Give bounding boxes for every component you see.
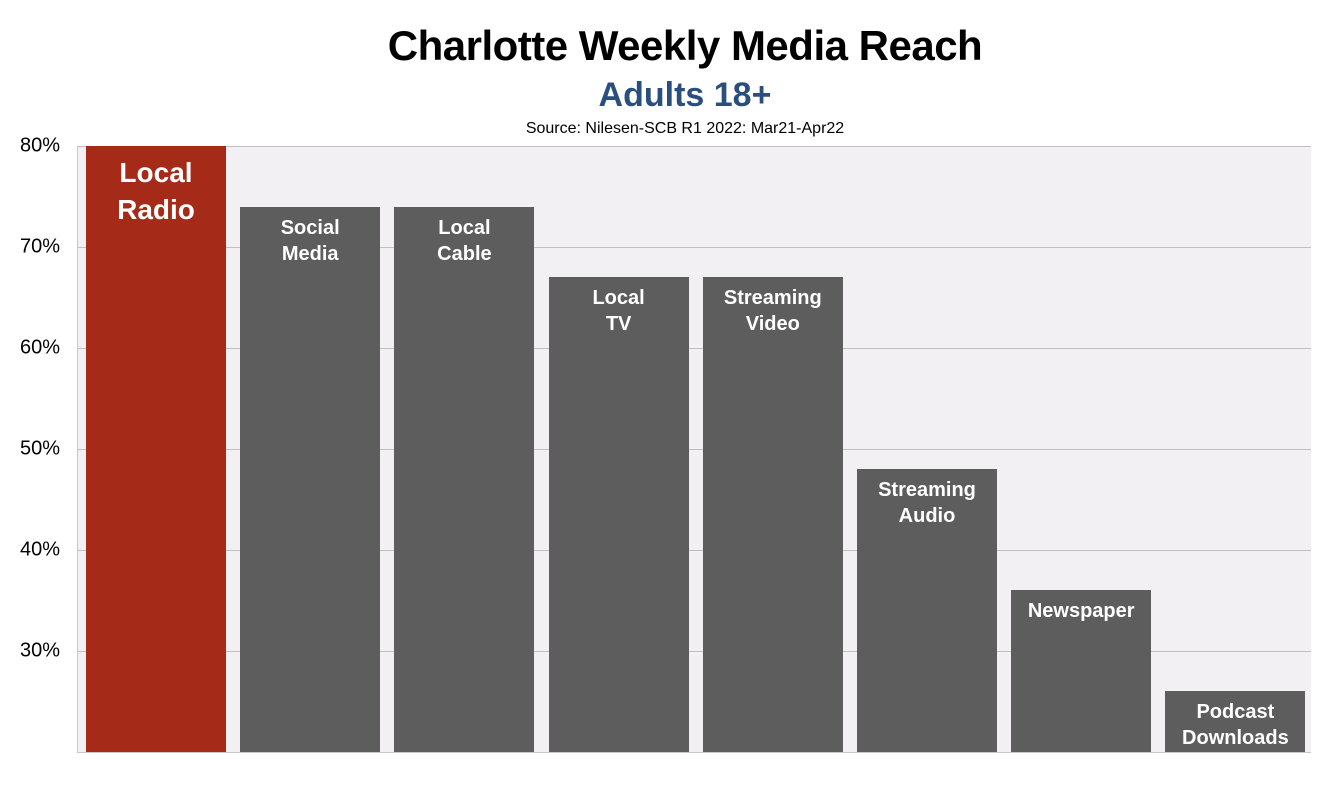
gridline	[78, 247, 1311, 248]
bar-label: Podcast Downloads	[1182, 701, 1289, 750]
bar-local-cable: Local Cable	[394, 206, 535, 752]
bar-local-radio: Local Radio	[86, 146, 226, 752]
gridline	[78, 449, 1311, 450]
gridline	[78, 651, 1311, 652]
bar-social-media: Social Media	[240, 206, 381, 752]
bar-label: Local Cable	[437, 216, 492, 265]
bar-podcast-downloads: Podcast Downloads	[1165, 691, 1306, 752]
y-tick-label: 50%	[19, 437, 60, 460]
bar-label: Social Media	[280, 216, 340, 265]
bar-label: Streaming Audio	[878, 479, 976, 528]
bar-label: Local TV	[592, 287, 645, 336]
bar-newspaper: Newspaper	[1011, 590, 1152, 752]
bar-streaming-video: Streaming Video	[702, 277, 843, 752]
bar-label: Local Radio	[117, 157, 195, 225]
y-tick-label: 80%	[19, 134, 60, 157]
bar-streaming-audio: Streaming Audio	[857, 469, 997, 752]
y-tick-label: 30%	[19, 639, 60, 662]
y-tick-label: 60%	[19, 336, 60, 359]
bar-label: Streaming Video	[723, 287, 822, 336]
chart-source: Source: Nilesen-SCB R1 2022: Mar21-Apr22	[525, 120, 845, 137]
gridline	[78, 348, 1311, 349]
gridline	[78, 146, 1311, 147]
y-tick-label: 70%	[19, 235, 60, 258]
chart-title: Charlotte Weekly Media Reach	[387, 22, 983, 69]
chart-subtitle: Adults 18+	[598, 76, 772, 114]
y-tick-label: 40%	[19, 538, 60, 561]
plot-area: Local Radio Social Media Local Cable Local …	[77, 146, 1311, 753]
bar-local-tv: Local TV	[548, 277, 689, 752]
bar-label: Newspaper	[1027, 600, 1135, 623]
gridline	[78, 550, 1311, 551]
